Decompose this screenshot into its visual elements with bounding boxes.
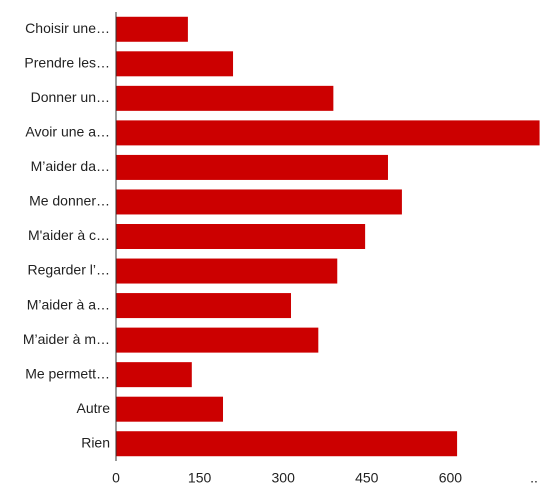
y-tick-label: M’aider da… bbox=[31, 158, 110, 174]
x-tick-label: 600 bbox=[439, 470, 463, 486]
y-tick-label: Me donner… bbox=[29, 193, 110, 209]
y-tick-label: Me permett… bbox=[25, 365, 110, 381]
bar bbox=[116, 154, 388, 180]
bar bbox=[116, 85, 334, 111]
bar bbox=[116, 120, 540, 146]
x-tick-label: 0 bbox=[112, 470, 120, 486]
x-tick-label: 450 bbox=[355, 470, 379, 486]
bar bbox=[116, 16, 188, 42]
x-tick-label: 150 bbox=[188, 470, 212, 486]
x-tick-label: .. bbox=[530, 470, 538, 486]
bar bbox=[116, 293, 292, 319]
y-tick-label: Prendre les… bbox=[24, 55, 110, 71]
y-tick-label: Donner un… bbox=[31, 89, 110, 105]
y-tick-label: Avoir une a… bbox=[25, 124, 110, 140]
bar bbox=[116, 327, 319, 353]
y-tick-label: M’aider à m… bbox=[23, 331, 110, 347]
y-tick-label: Autre bbox=[77, 400, 111, 416]
bar bbox=[116, 51, 234, 77]
x-tick-label: 300 bbox=[272, 470, 296, 486]
bar bbox=[116, 189, 402, 215]
bar bbox=[116, 362, 192, 388]
y-tick-label: Choisir une… bbox=[25, 20, 110, 36]
y-tick-label: Regarder l’… bbox=[28, 262, 110, 278]
y-tick-label: M'aider à c… bbox=[28, 227, 110, 243]
y-tick-label: M’aider à a… bbox=[27, 296, 110, 312]
bar bbox=[116, 431, 458, 457]
bar bbox=[116, 258, 338, 284]
y-tick-label: Rien bbox=[81, 434, 110, 450]
bar bbox=[116, 396, 224, 422]
bar bbox=[116, 224, 366, 249]
